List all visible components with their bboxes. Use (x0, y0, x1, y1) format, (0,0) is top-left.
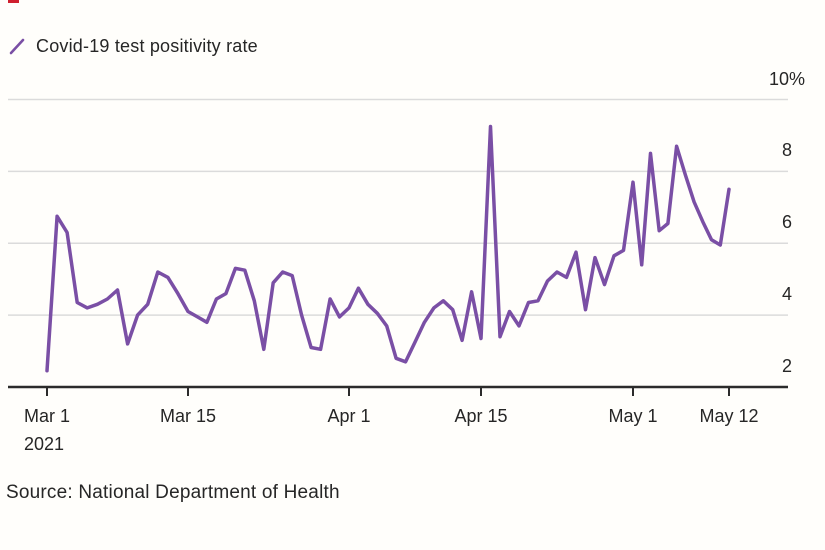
y-axis-label-10%: 10% (768, 68, 806, 89)
y-axis-label-6: 6 (781, 212, 793, 233)
legend-series-label: Covid-19 test positivity rate (36, 36, 258, 56)
red-crop-artifact (8, 0, 19, 3)
source-note: Source: National Department of Health (6, 482, 340, 503)
y-axis-label-8: 8 (781, 140, 793, 161)
y-axis-label-2: 2 (781, 356, 793, 376)
x-axis-year-label: 2021 (23, 434, 65, 454)
x-axis-label-mar-1: Mar 1 2021 (24, 402, 70, 458)
x-axis (8, 385, 788, 396)
chart-legend: Covid-19 test positivity rate (8, 36, 258, 57)
line-series-slash-icon (9, 38, 25, 55)
x-axis-label-apr-1: Apr 1 (327, 406, 371, 426)
positivity-rate-line-chart (8, 98, 788, 396)
x-axis-label-may-12: May 12 (699, 406, 759, 426)
x-axis-label-mar-15: Mar 15 (159, 406, 217, 426)
y-axis-label-4: 4 (781, 284, 793, 305)
x-axis-label-apr-15: Apr 15 (454, 406, 508, 426)
x-axis-label-may-1: May 1 (608, 406, 658, 426)
covid-positivity-line (45, 124, 731, 373)
